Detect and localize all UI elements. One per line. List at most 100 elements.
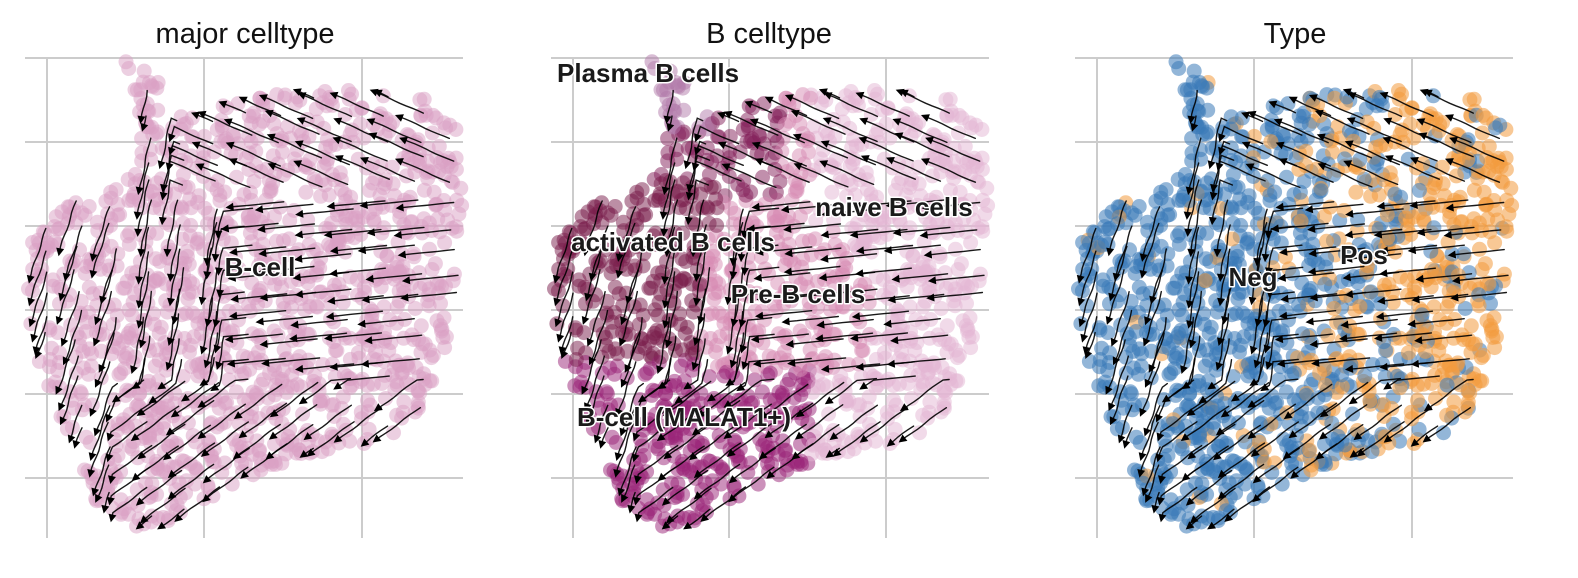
cell-point: [52, 296, 67, 312]
velocity-streamline: [170, 463, 215, 498]
cell-point: [701, 369, 717, 385]
velocity-streamline: [619, 446, 637, 494]
cell-point: [810, 379, 826, 395]
cell-point: [1327, 90, 1343, 106]
cell-point: [631, 500, 647, 516]
cell-point: [1496, 266, 1512, 282]
velocity-streamline: [825, 118, 878, 143]
velocity-arrowhead: [1449, 136, 1458, 145]
velocity-streamline: [110, 486, 148, 520]
cell-point: [1205, 463, 1221, 478]
velocity-streamline: [29, 250, 47, 304]
cell-point: [136, 63, 152, 79]
cell-point: [813, 437, 829, 453]
cell-point: [769, 213, 785, 229]
cell-point: [722, 128, 738, 144]
velocity-arrowhead: [58, 292, 66, 302]
cell-point: [1337, 437, 1353, 453]
velocity-streamline: [627, 248, 643, 302]
velocity-arrowhead: [261, 359, 270, 367]
cell-point: [1298, 143, 1314, 159]
cell-point: [951, 347, 967, 363]
cell-point: [795, 233, 810, 249]
cell-point: [739, 134, 755, 150]
velocity-streamline: [1382, 267, 1436, 275]
cell-point: [626, 480, 642, 496]
velocity-streamline: [695, 288, 707, 343]
cell-point: [1374, 97, 1390, 113]
cell-point: [831, 243, 847, 259]
cell-point: [1279, 169, 1294, 185]
cell-point: [330, 230, 346, 246]
velocity-arrowhead: [181, 393, 190, 402]
velocity-arrowhead: [664, 339, 673, 349]
velocity-streamline: [364, 358, 420, 365]
velocity-streamline: [1219, 125, 1264, 145]
velocity-arrowhead: [1218, 146, 1226, 156]
velocity-arrowhead: [744, 100, 754, 109]
velocity-arrowhead: [1216, 273, 1225, 282]
velocity-streamline: [300, 93, 352, 118]
velocity-streamline: [862, 119, 915, 143]
velocity-arrowhead: [290, 320, 299, 329]
velocity-arrowhead: [694, 133, 702, 143]
velocity-arrowhead: [885, 201, 894, 209]
velocity-streamline: [1308, 315, 1363, 323]
cell-point: [681, 510, 697, 525]
velocity-arrowhead: [663, 451, 673, 460]
velocity-arrowhead: [1144, 316, 1152, 326]
velocity-arrowhead: [588, 356, 597, 366]
cell-point: [957, 163, 973, 179]
velocity-arrowhead: [921, 203, 930, 212]
cell-point: [1160, 196, 1176, 212]
velocity-arrowhead: [741, 361, 750, 370]
cell-point: [350, 345, 366, 361]
velocity-arrowhead: [293, 160, 303, 168]
velocity-arrowhead: [793, 162, 803, 171]
cell-point: [270, 328, 286, 344]
velocity-arrowhead: [89, 270, 98, 279]
velocity-arrowhead: [685, 191, 694, 201]
cell-point: [1079, 298, 1095, 314]
cell-point: [856, 230, 872, 246]
velocity-arrowhead: [1139, 253, 1148, 262]
cell-point: [1127, 462, 1142, 478]
cell-point: [1351, 327, 1367, 342]
velocity-arrowhead: [1305, 317, 1314, 326]
velocity-streamline: [761, 423, 807, 458]
velocity-arrowhead: [1207, 160, 1216, 170]
velocity-streamline: [173, 382, 220, 416]
velocity-streamline: [363, 158, 416, 182]
velocity-arrowhead: [661, 276, 670, 285]
cell-point: [1264, 465, 1280, 480]
cell-point: [1263, 416, 1279, 432]
velocity-arrowhead: [1309, 293, 1318, 302]
cell-point: [1313, 183, 1329, 199]
cell-point: [159, 304, 175, 320]
velocity-arrowhead: [919, 230, 928, 239]
cell-point: [608, 435, 624, 450]
velocity-streamline: [823, 253, 878, 260]
cell-point: [647, 325, 663, 341]
cell-point: [1394, 122, 1410, 138]
velocity-arrowhead: [1339, 334, 1348, 343]
velocity-arrowhead: [298, 396, 308, 405]
cell-point: [910, 159, 926, 175]
cell-point: [588, 287, 604, 303]
velocity-streamline: [1146, 332, 1165, 385]
cell-point: [307, 368, 323, 384]
velocity-streamline: [261, 265, 315, 273]
velocity-arrowhead: [627, 504, 636, 514]
velocity-streamline: [297, 228, 353, 236]
velocity-streamline: [664, 469, 709, 504]
cell-point: [1411, 421, 1427, 437]
velocity-streamline: [897, 134, 950, 158]
cell-point: [1284, 367, 1300, 383]
cell-point: [844, 139, 860, 155]
velocity-arrowhead: [1110, 337, 1119, 347]
velocity-streamline: [1190, 89, 1198, 121]
velocity-arrowhead: [211, 253, 220, 263]
velocity-streamline: [1412, 199, 1469, 207]
velocity-streamline: [1219, 248, 1231, 303]
cell-point: [1189, 119, 1205, 135]
